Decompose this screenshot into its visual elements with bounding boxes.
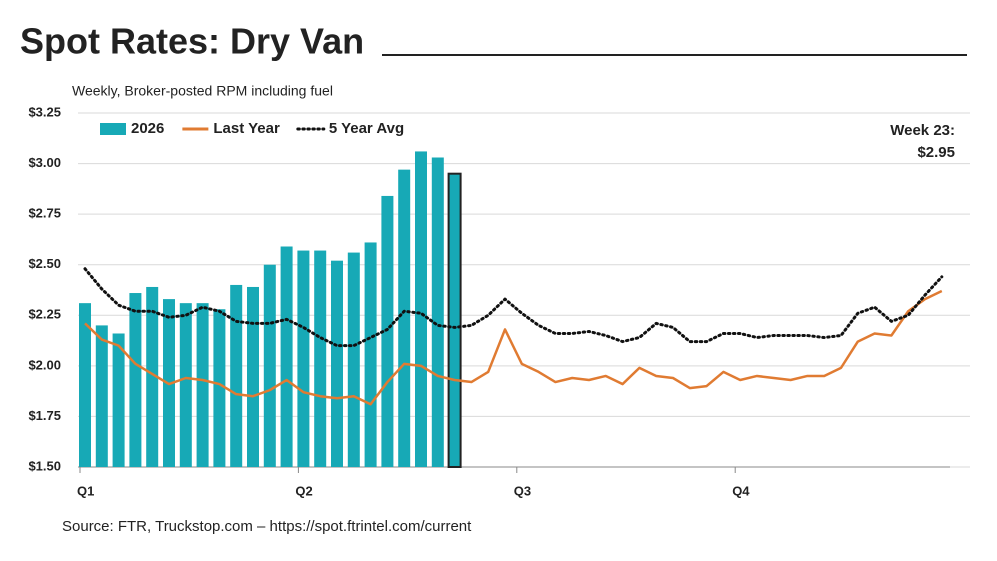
bar (129, 293, 142, 467)
x-tick-label: Q4 (732, 483, 750, 498)
source: Source: FTR, Truckstop.com – https://spo… (62, 518, 472, 535)
bar (431, 157, 444, 467)
bar (447, 172, 462, 469)
bar (79, 303, 91, 467)
annotation: $2.95 (917, 144, 955, 161)
y-tick-label: $2.75 (28, 206, 61, 221)
bar (398, 169, 411, 467)
x-tick-label: Q2 (295, 483, 312, 498)
y-tick-label: $3.00 (28, 155, 61, 170)
chart-title: Spot Rates: Dry Van (20, 21, 364, 62)
legend-label: Last Year (213, 120, 280, 137)
bar (381, 195, 394, 468)
subtitle: Weekly, Broker-posted RPM including fuel (72, 83, 333, 99)
x-tick-label: Q1 (77, 483, 94, 498)
bar (230, 284, 243, 467)
legend-label: 2026 (131, 120, 164, 137)
bar (112, 333, 125, 467)
annotation: Week 23: (890, 122, 955, 139)
bar (95, 325, 108, 467)
bar (415, 151, 427, 468)
y-tick-label: $3.25 (28, 104, 61, 119)
bar (213, 309, 226, 467)
bar (314, 250, 327, 467)
y-tick-label: $2.25 (28, 307, 61, 322)
bar (263, 264, 276, 467)
line-series (83, 267, 944, 348)
bar (146, 286, 159, 467)
y-tick-label: $2.00 (28, 357, 61, 372)
x-tick-label: Q3 (514, 483, 531, 498)
y-tick-label: $1.75 (28, 408, 61, 423)
bar (196, 303, 209, 467)
bar (297, 250, 310, 467)
legend-swatch (100, 123, 126, 135)
bar (280, 246, 293, 467)
bar (347, 252, 360, 467)
bar (247, 286, 259, 467)
y-tick-label: $1.50 (28, 458, 61, 473)
bar (179, 303, 192, 467)
bar (364, 242, 377, 467)
legend-label: 5 Year Avg (329, 120, 404, 137)
bar (331, 260, 343, 467)
line-series (84, 289, 943, 406)
y-tick-label: $2.50 (28, 256, 61, 271)
